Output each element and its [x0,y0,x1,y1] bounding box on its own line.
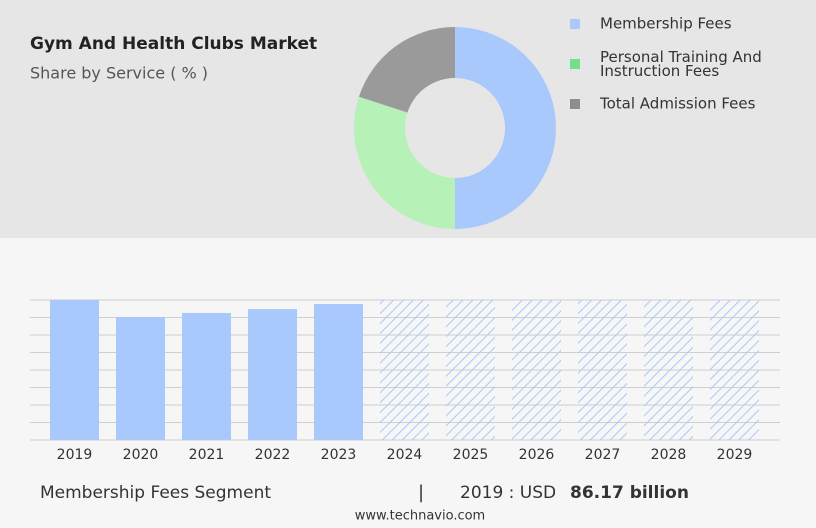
footer-highlight: 2019 : USD [460,483,556,503]
bar [116,317,165,440]
source: www.technavio.com [355,509,485,524]
x-tick-label: 2020 [123,447,159,463]
forecast-placeholder [512,300,561,440]
footer-separator: | [418,482,424,503]
donut-segment [358,27,455,113]
legend-label: Total Admission Fees [599,95,756,113]
footer-segment: Membership Fees Segment [40,483,271,503]
legend-label: Membership Fees [600,15,732,33]
x-tick-label: 2027 [585,447,621,463]
legend-marker [570,59,580,69]
bar [182,312,231,440]
chart-title: Gym And Health Clubs Market [30,34,317,54]
forecast-placeholder [644,300,693,440]
donut-segment [353,96,455,230]
x-tick-label: 2021 [189,447,225,463]
chart-subtitle: Share by Service ( % ) [30,64,208,83]
legend-marker [570,19,580,29]
bar [314,304,363,440]
x-tick-label: 2019 [57,447,93,463]
bar [50,300,99,440]
x-tick-label: 2024 [387,447,423,463]
forecast-placeholder [446,300,495,440]
forecast-placeholder [578,300,627,440]
footer-value: 86.17 billion [570,483,689,503]
x-tick-label: 2023 [321,447,357,463]
x-tick-label: 2028 [651,447,687,463]
x-tick-label: 2022 [255,447,291,463]
legend-label: Personal Training And Instruction Fees [600,48,762,80]
forecast-placeholder [710,300,759,440]
legend-marker [570,99,580,109]
x-tick-label: 2026 [519,447,555,463]
x-tick-label: 2029 [717,447,753,463]
x-tick-label: 2025 [453,447,489,463]
donut-segment [455,27,556,229]
bar [248,309,297,440]
forecast-placeholder [380,300,429,440]
